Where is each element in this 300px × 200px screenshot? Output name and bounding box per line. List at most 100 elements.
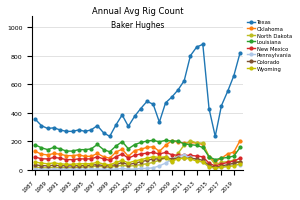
North Dakota	[102, 166, 105, 168]
Texas	[213, 135, 217, 138]
New Mexico	[201, 156, 205, 158]
Wyoming	[89, 163, 93, 165]
New Mexico	[34, 156, 37, 158]
Pennsylvania	[189, 156, 192, 159]
Wyoming	[120, 159, 124, 162]
Line: New Mexico: New Mexico	[34, 151, 242, 168]
Oklahoma	[71, 155, 74, 157]
New Mexico	[95, 156, 99, 158]
North Dakota	[58, 167, 62, 169]
Louisiana	[170, 140, 174, 143]
Louisiana	[220, 157, 223, 160]
Colorado	[127, 164, 130, 166]
Line: Texas: Texas	[34, 44, 242, 138]
New Mexico	[145, 152, 149, 155]
North Dakota	[195, 142, 198, 145]
Wyoming	[201, 161, 205, 163]
Pennsylvania	[139, 167, 142, 170]
Wyoming	[133, 160, 136, 162]
Wyoming	[182, 157, 186, 160]
Louisiana	[95, 144, 99, 146]
Colorado	[52, 164, 56, 167]
Wyoming	[170, 160, 174, 162]
Louisiana	[64, 150, 68, 152]
North Dakota	[145, 163, 149, 165]
Colorado	[189, 157, 192, 160]
Colorado	[120, 161, 124, 164]
Pennsylvania	[226, 165, 230, 167]
North Dakota	[201, 142, 205, 145]
Colorado	[40, 165, 43, 167]
Colorado	[46, 165, 50, 167]
Louisiana	[34, 144, 37, 146]
Pennsylvania	[40, 168, 43, 171]
Oklahoma	[189, 142, 192, 144]
Texas	[170, 96, 174, 99]
Wyoming	[152, 156, 155, 158]
Pennsylvania	[213, 167, 217, 170]
Texas	[34, 118, 37, 121]
Oklahoma	[64, 155, 68, 157]
North Dakota	[232, 159, 236, 162]
Texas	[139, 108, 142, 110]
Louisiana	[58, 148, 62, 150]
Colorado	[95, 164, 99, 166]
North Dakota	[176, 153, 180, 155]
Wyoming	[108, 164, 112, 166]
Louisiana	[102, 149, 105, 151]
New Mexico	[195, 155, 198, 157]
New Mexico	[152, 152, 155, 154]
Wyoming	[232, 165, 236, 167]
Louisiana	[133, 144, 136, 146]
Colorado	[83, 165, 87, 167]
Texas	[89, 129, 93, 131]
Louisiana	[164, 139, 167, 142]
Colorado	[195, 158, 198, 160]
Pennsylvania	[71, 168, 74, 171]
Colorado	[71, 165, 74, 167]
Wyoming	[114, 161, 118, 164]
Wyoming	[34, 161, 37, 163]
New Mexico	[133, 154, 136, 157]
New Mexico	[83, 158, 87, 160]
Wyoming	[195, 160, 198, 162]
Pennsylvania	[201, 161, 205, 164]
Oklahoma	[238, 140, 242, 142]
Wyoming	[46, 163, 50, 165]
Colorado	[108, 165, 112, 167]
Colorado	[226, 164, 230, 166]
Oklahoma	[201, 144, 205, 146]
Oklahoma	[58, 153, 62, 156]
Colorado	[145, 159, 149, 162]
North Dakota	[164, 157, 167, 159]
Pennsylvania	[182, 154, 186, 157]
Pennsylvania	[164, 162, 167, 164]
North Dakota	[213, 164, 217, 166]
Oklahoma	[164, 144, 167, 147]
Texas	[102, 132, 105, 134]
Text: Baker Hughes: Baker Hughes	[111, 21, 164, 30]
Texas	[232, 75, 236, 77]
New Mexico	[64, 159, 68, 161]
North Dakota	[226, 161, 230, 163]
Title: Annual Avg Rig Count: Annual Avg Rig Count	[92, 7, 183, 16]
Wyoming	[71, 163, 74, 166]
Pennsylvania	[232, 164, 236, 166]
New Mexico	[71, 159, 74, 161]
Colorado	[176, 157, 180, 160]
Louisiana	[207, 156, 211, 158]
Pennsylvania	[95, 168, 99, 171]
North Dakota	[238, 161, 242, 164]
North Dakota	[77, 166, 80, 169]
New Mexico	[207, 162, 211, 165]
Colorado	[77, 165, 80, 167]
Colorado	[201, 159, 205, 162]
Pennsylvania	[195, 159, 198, 162]
Pennsylvania	[152, 167, 155, 169]
Texas	[158, 121, 161, 124]
Oklahoma	[108, 157, 112, 160]
Oklahoma	[89, 155, 93, 158]
Louisiana	[83, 149, 87, 151]
Wyoming	[145, 157, 149, 160]
Louisiana	[114, 145, 118, 148]
